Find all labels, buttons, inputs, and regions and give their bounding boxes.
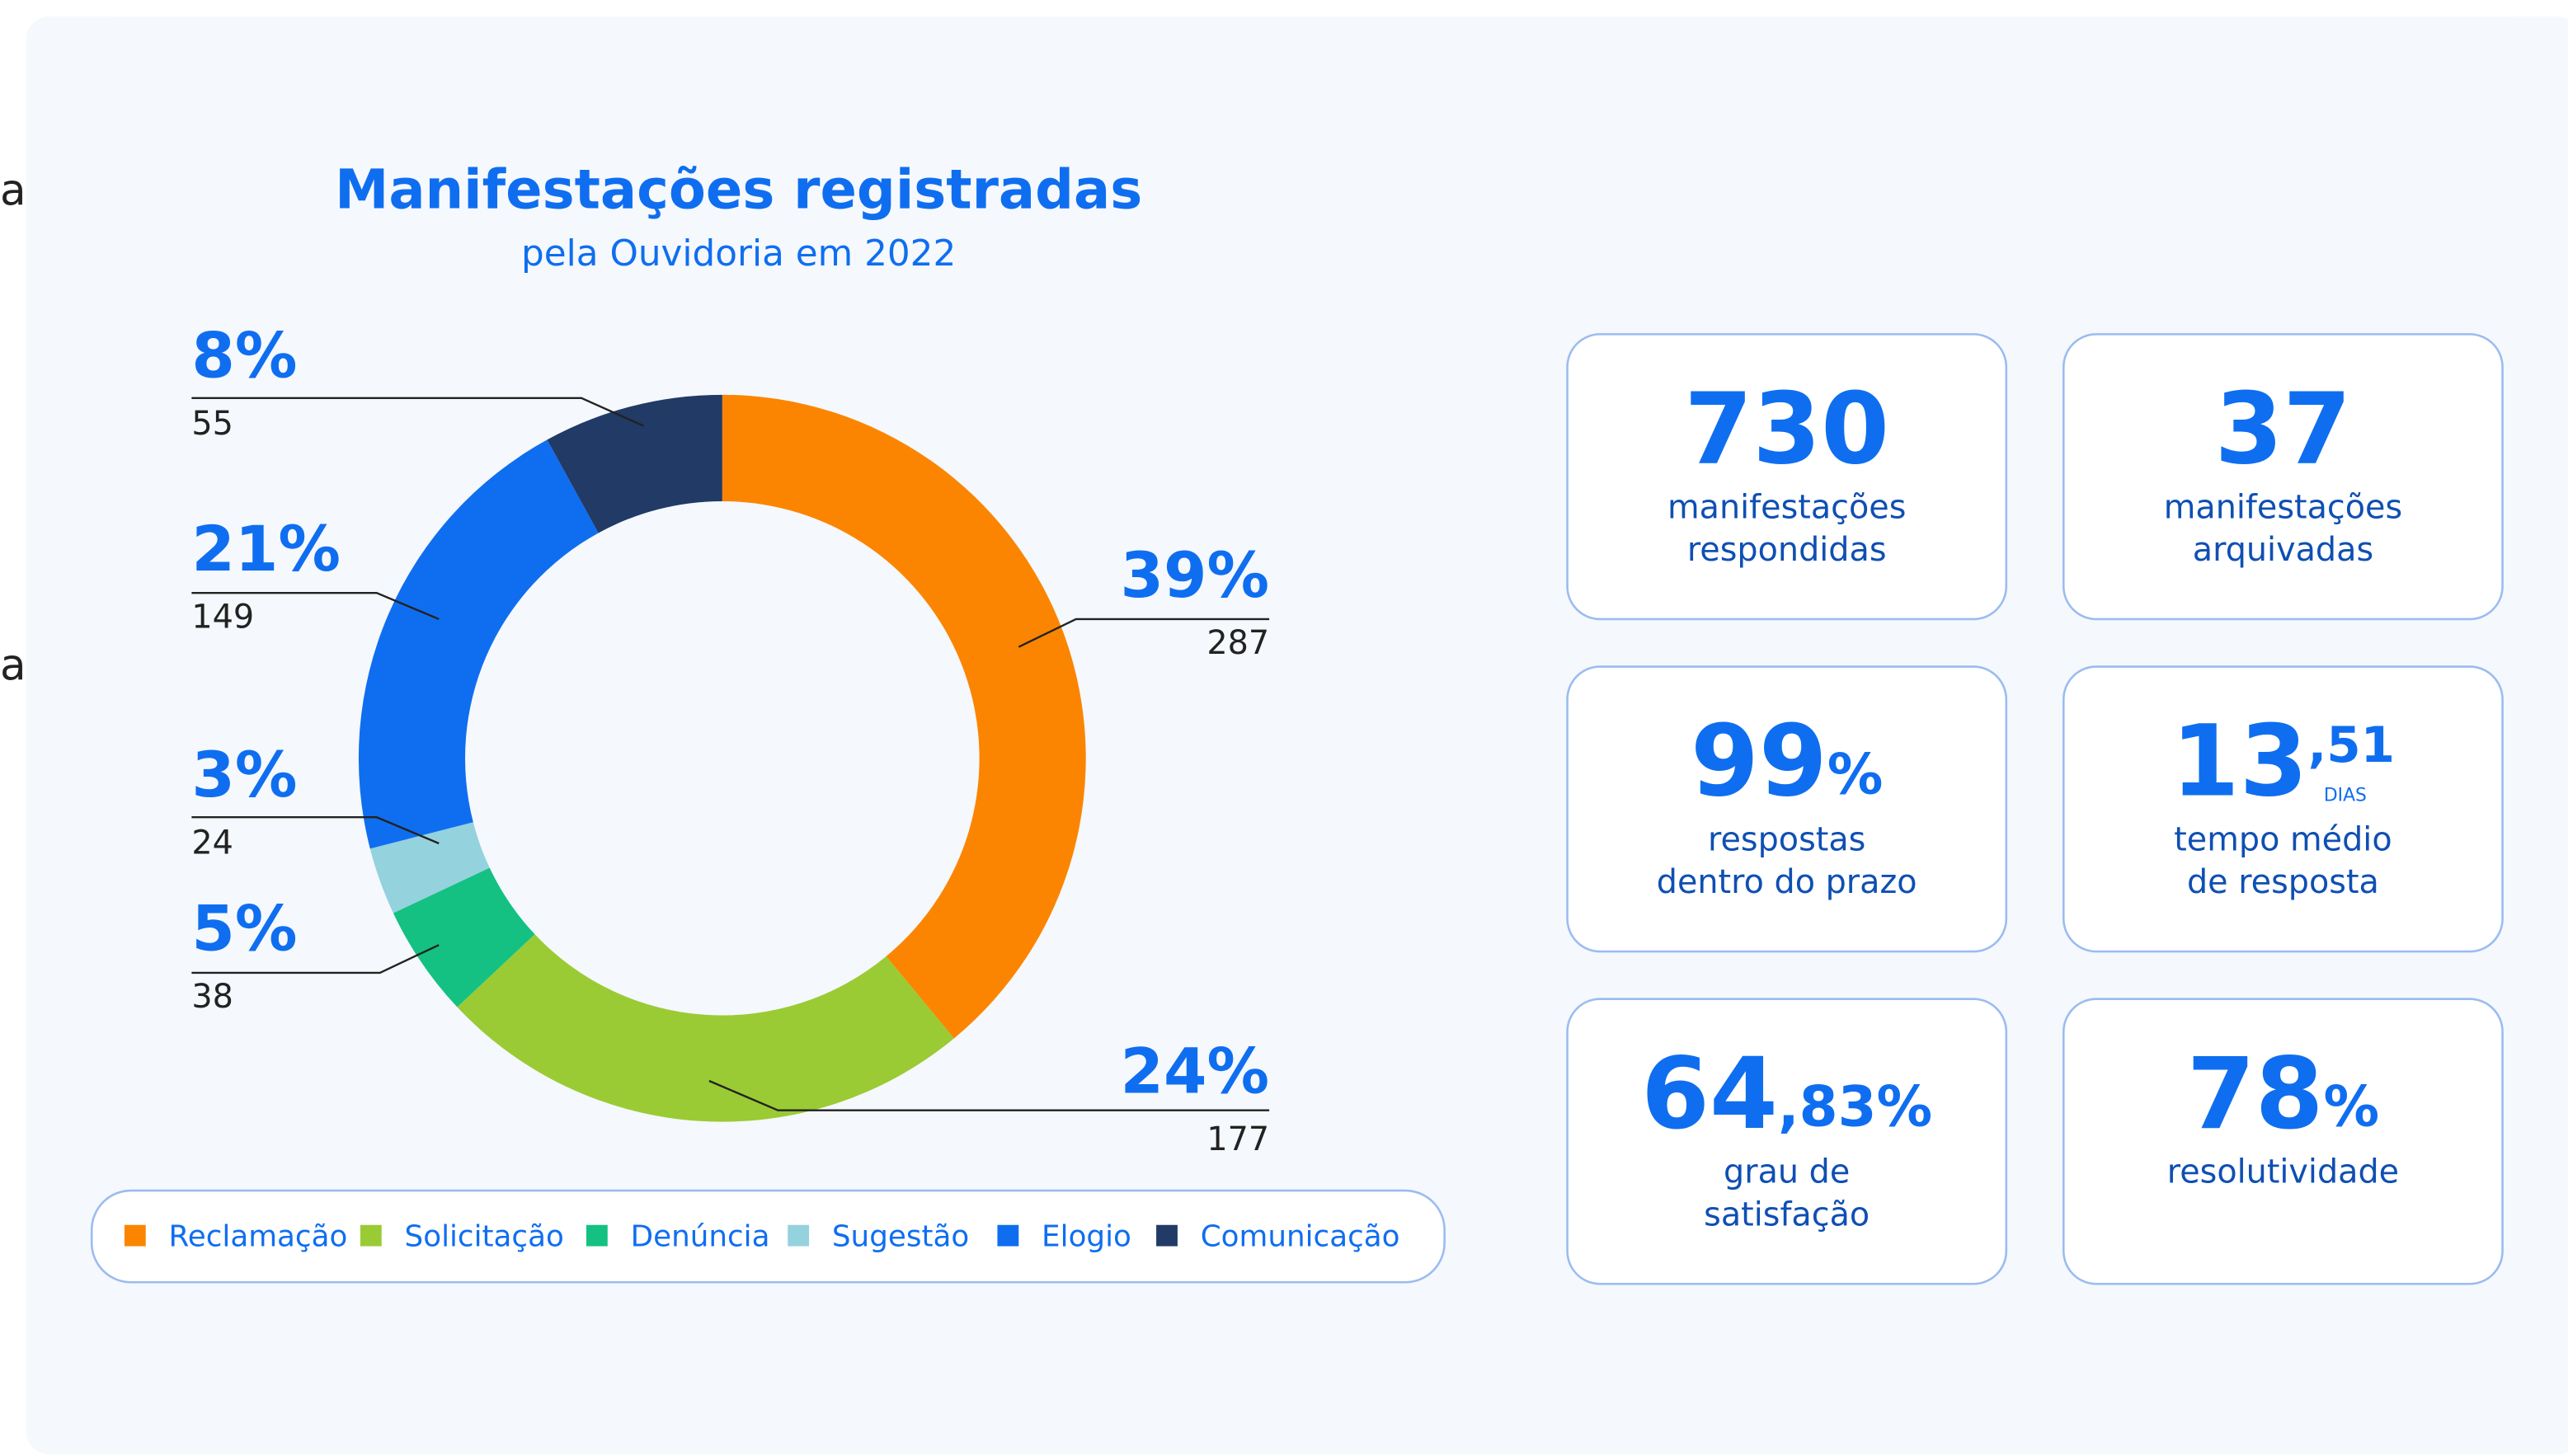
kpi-label: resolutividade xyxy=(2167,1153,2399,1191)
donut-slice xyxy=(547,394,722,533)
legend-label: Elogio xyxy=(1042,1220,1131,1254)
legend-swatch xyxy=(124,1224,146,1247)
slice-count: 55 xyxy=(191,405,233,443)
kpi-number: 730 xyxy=(1684,372,1889,486)
donut-slice xyxy=(457,934,954,1122)
slice-percent: 5% xyxy=(191,893,297,965)
kpi-label: manifestações xyxy=(2164,488,2402,526)
kpi-number: 78% xyxy=(2187,1037,2379,1152)
slice-count: 177 xyxy=(1206,1120,1269,1158)
kpi-label: arquivadas xyxy=(2193,531,2373,569)
kpi-card xyxy=(2062,333,2504,621)
donut-slice xyxy=(393,867,535,1007)
slice-count: 149 xyxy=(191,598,254,636)
slice-percent: 8% xyxy=(191,320,297,392)
edge-fragment: a xyxy=(0,167,26,216)
kpi-number-main: 13 xyxy=(2171,704,2308,819)
kpi-label: dentro do prazo xyxy=(1657,863,1917,901)
slice-count: 287 xyxy=(1206,624,1269,662)
leader-line xyxy=(708,1079,1270,1111)
legend-swatch xyxy=(586,1224,608,1247)
kpi-number: 13,51 xyxy=(2171,704,2395,819)
kpi-number-suffix: % xyxy=(2324,1073,2380,1139)
kpi-number-suffix: % xyxy=(1827,741,1884,806)
kpi-label: tempo médio xyxy=(2174,821,2392,859)
kpi-number-suffix: ,83% xyxy=(1778,1073,1932,1139)
kpi-number-main: 64 xyxy=(1641,1037,1778,1152)
kpi-label: manifestações xyxy=(1667,488,1906,526)
leader-line xyxy=(191,816,440,845)
legend-swatch xyxy=(1156,1224,1178,1247)
legend-swatch xyxy=(360,1224,382,1247)
kpi-label: grau de xyxy=(1724,1153,1850,1191)
slice-percent: 21% xyxy=(191,513,341,585)
kpi-unit: DIAS xyxy=(2324,785,2367,805)
kpi-number-main: 37 xyxy=(2215,372,2352,486)
kpi-label: respondidas xyxy=(1687,531,1887,569)
chart-title: Manifestações registradas xyxy=(335,159,1142,222)
kpi-label: respostas xyxy=(1708,821,1865,859)
legend-box xyxy=(90,1189,1446,1284)
leader-line xyxy=(191,944,440,975)
kpi-number-main: 99 xyxy=(1691,704,1827,819)
legend-swatch xyxy=(997,1224,1019,1247)
legend-swatch xyxy=(788,1224,810,1247)
kpi-card xyxy=(1566,998,2008,1285)
leader-line xyxy=(1018,618,1270,648)
slice-count: 24 xyxy=(191,824,233,862)
slice-count: 38 xyxy=(191,978,233,1016)
donut-slice xyxy=(722,394,1086,1039)
legend-label: Comunicação xyxy=(1201,1220,1400,1254)
donut-slice xyxy=(369,822,490,914)
kpi-card xyxy=(1566,665,2008,953)
slice-percent: 39% xyxy=(1121,539,1270,612)
kpi-label: satisfação xyxy=(1704,1195,1870,1233)
edge-fragment: a xyxy=(0,641,26,691)
leader-line xyxy=(191,397,644,427)
legend-label: Denúncia xyxy=(631,1220,770,1254)
kpi-number-main: 78 xyxy=(2187,1037,2324,1152)
kpi-label: de resposta xyxy=(2187,863,2379,901)
legend-label: Sugestão xyxy=(832,1220,969,1254)
chart-subtitle: pela Ouvidoria em 2022 xyxy=(521,232,956,275)
leader-line xyxy=(191,591,440,621)
kpi-number: 99% xyxy=(1691,704,1883,819)
kpi-number: 64,83% xyxy=(1641,1037,1932,1152)
kpi-card xyxy=(2062,665,2504,953)
slice-percent: 3% xyxy=(191,739,297,811)
slice-percent: 24% xyxy=(1121,1036,1270,1108)
kpi-number: 37 xyxy=(2215,372,2352,486)
kpi-number-suffix: ,51 xyxy=(2308,717,2396,774)
kpi-number-main: 730 xyxy=(1684,372,1889,486)
kpi-card xyxy=(2062,998,2504,1285)
kpi-card xyxy=(1566,333,2008,621)
donut-slice xyxy=(358,439,599,849)
legend-label: Reclamação xyxy=(169,1220,348,1254)
legend-label: Solicitação xyxy=(405,1220,564,1254)
